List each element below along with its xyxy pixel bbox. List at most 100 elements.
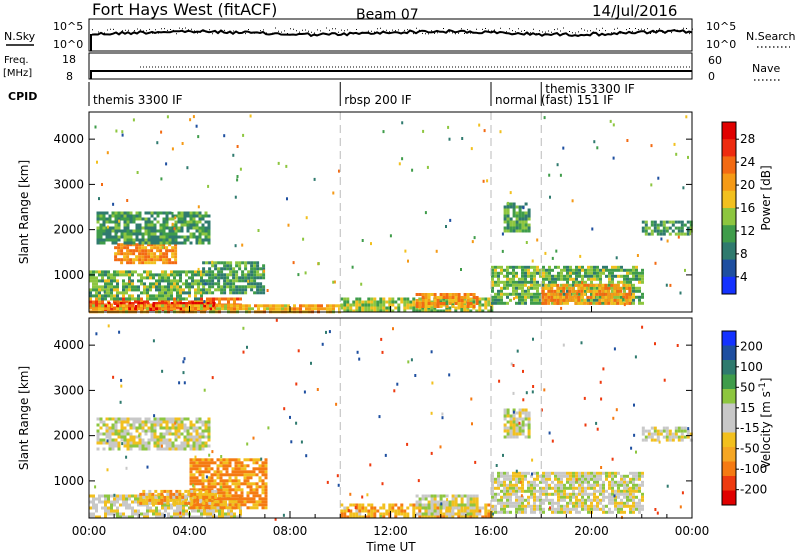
heatmap-cell — [577, 295, 581, 299]
heatmap-cell — [134, 500, 137, 504]
freq-tick-bottom: 8 — [66, 70, 73, 83]
heatmap-cell — [229, 279, 233, 283]
heatmap-cell — [343, 300, 347, 304]
heatmap-cell — [114, 220, 118, 224]
heatmap-cell — [346, 300, 350, 304]
heatmap-cell — [117, 238, 121, 242]
heatmap-cell — [590, 280, 593, 284]
heatmap-cell — [144, 246, 148, 250]
heatmap-cell — [569, 277, 572, 281]
heatmap-cell — [596, 274, 599, 278]
heatmap-cell — [171, 252, 175, 256]
heatmap-cell — [143, 276, 146, 280]
heatmap-cell — [500, 286, 503, 290]
heatmap-cell — [96, 214, 100, 218]
heatmap-cell — [530, 510, 533, 514]
heatmap-cell — [530, 301, 533, 305]
heatmap-cell — [587, 277, 590, 281]
heatmap-cell — [92, 276, 95, 280]
heatmap-cell — [190, 498, 194, 502]
heatmap-cell — [146, 297, 149, 301]
heatmap-cell — [183, 381, 186, 385]
heatmap-cell — [616, 286, 620, 290]
heatmap-cell — [295, 421, 298, 425]
heatmap-cell — [406, 300, 410, 304]
heatmap-cell — [106, 151, 109, 155]
heatmap-cell — [628, 283, 632, 287]
heatmap-cell — [155, 509, 158, 513]
heatmap-cell — [355, 300, 359, 304]
heatmap-cell — [457, 503, 461, 507]
heatmap-cell — [424, 515, 428, 519]
heatmap-cell — [563, 265, 566, 269]
heatmap-cell — [191, 282, 194, 286]
heatmap-cell — [376, 306, 380, 310]
heatmap-cell — [560, 477, 563, 481]
heatmap-cell — [129, 220, 133, 224]
heatmap-cell — [162, 220, 166, 224]
heatmap-cell — [213, 500, 217, 504]
heatmap-cell — [163, 489, 167, 493]
heatmap-cell — [530, 265, 533, 269]
heatmap-cell — [180, 229, 184, 233]
heatmap-cell — [144, 417, 148, 421]
heatmap-cell — [150, 252, 154, 256]
heatmap-cell — [638, 507, 641, 511]
heatmap-cell — [415, 506, 419, 510]
heatmap-cell — [590, 277, 593, 281]
heatmap-cell — [586, 301, 590, 305]
heatmap-cell — [219, 488, 223, 492]
heatmap-cell — [602, 498, 605, 502]
heatmap-cell — [138, 214, 142, 218]
heatmap-cell — [188, 288, 191, 292]
heatmap-cell — [105, 429, 109, 433]
heatmap-cell — [602, 471, 605, 475]
heatmap-cell — [557, 495, 560, 499]
heatmap-cell — [126, 255, 130, 259]
heatmap-cell — [189, 235, 193, 239]
heatmap-cell — [409, 303, 413, 307]
heatmap-cell — [113, 279, 116, 283]
heatmap-cell — [258, 470, 262, 474]
heatmap-cell — [189, 211, 193, 215]
heatmap-cell — [96, 447, 100, 451]
heatmap-cell — [150, 229, 154, 233]
heatmap-cell — [581, 477, 584, 481]
heatmap-cell — [569, 498, 572, 502]
heatmap-cell — [662, 232, 666, 236]
heatmap-cell — [227, 307, 230, 311]
heatmap-cell — [593, 507, 596, 511]
heatmap-cell — [165, 417, 169, 421]
heatmap-cell — [601, 295, 605, 299]
heatmap-cell — [137, 297, 140, 301]
heatmap-cell — [503, 417, 507, 421]
heatmap-cell — [138, 249, 142, 253]
heatmap-cell — [207, 476, 211, 480]
heatmap-cell — [518, 295, 521, 299]
heatmap-cell — [494, 492, 497, 496]
heatmap-cell — [205, 475, 208, 479]
heatmap-cell — [584, 271, 587, 275]
heatmap-cell — [445, 293, 449, 296]
heatmap-cell — [110, 276, 113, 280]
heatmap-cell — [521, 429, 525, 433]
heatmap-cell — [131, 307, 134, 311]
heatmap-cell — [246, 497, 250, 501]
heatmap-cell — [144, 441, 148, 445]
heatmap-cell — [578, 292, 581, 296]
heatmap-cell — [186, 417, 190, 421]
heatmap-cell — [149, 506, 152, 510]
heatmap-cell — [632, 286, 635, 290]
heatmap-cell — [559, 301, 563, 305]
heatmap-cell — [563, 301, 566, 305]
heatmap-cell — [644, 226, 648, 230]
heatmap-cell — [176, 288, 179, 292]
heatmap-cell — [128, 270, 131, 274]
heatmap-cell — [138, 258, 142, 262]
heatmap-cell — [593, 480, 596, 484]
heatmap-cell — [527, 223, 531, 227]
heatmap-cell — [472, 503, 476, 507]
heatmap-cell — [224, 307, 227, 311]
heatmap-cell — [509, 191, 512, 195]
